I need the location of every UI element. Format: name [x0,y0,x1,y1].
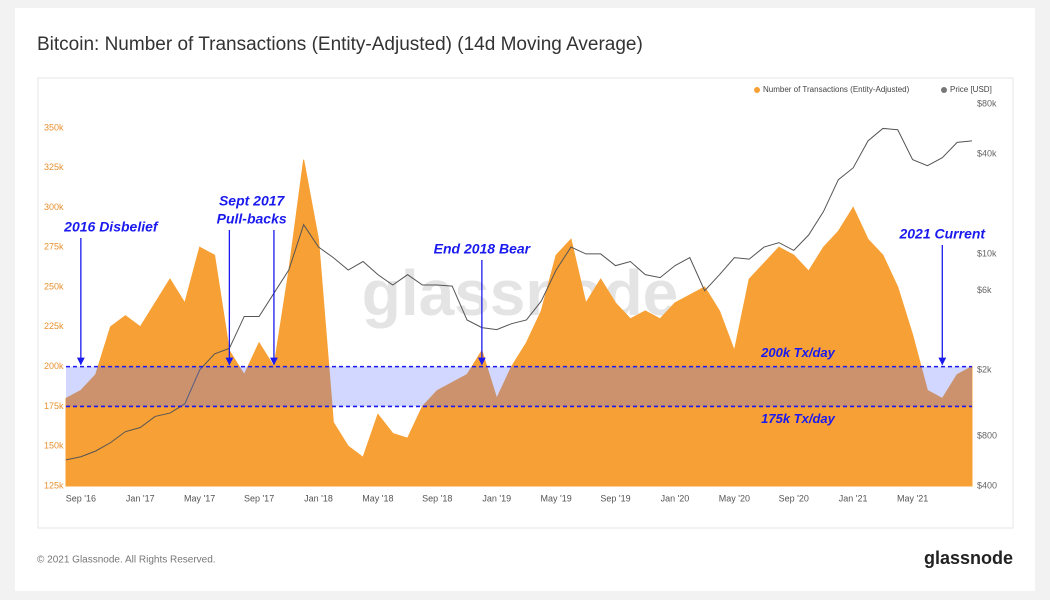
x-tick-label: Jan '21 [839,493,868,503]
y2-tick-label: $10k [977,248,997,258]
y-tick-label: 125k [44,480,64,490]
y-tick-label: 225k [44,321,64,331]
x-tick-label: May '21 [897,493,928,503]
x-tick-label: Sep '20 [779,493,809,503]
y-tick-label: 275k [44,242,64,252]
price-line [65,127,973,461]
x-tick-label: Sep '16 [66,493,96,503]
chart-title: Bitcoin: Number of Transactions (Entity-… [37,34,643,55]
x-tick-label: Sep '17 [244,493,274,503]
transactions-area [65,159,973,487]
legend-label: Number of Transactions (Entity-Adjusted) [763,85,910,94]
x-tick-label: Jan '20 [661,493,690,503]
chart-frame [37,77,1014,529]
y-tick-label: 150k [44,441,64,451]
y2-tick-label: $6k [977,285,992,295]
band-label: 175k Tx/day [761,411,835,426]
x-tick-label: Jan '17 [126,493,155,503]
x-tick-label: May '19 [541,493,572,503]
legend-marker [754,87,760,93]
logo: glassnode [924,548,1013,568]
y-tick-label: 250k [44,281,64,291]
y2-tick-label: $2k [977,364,992,374]
annotation: 2021 Current [898,226,986,242]
annotation: End 2018 Bear [434,241,532,257]
y2-tick-label: $800 [977,430,997,440]
footer: © 2021 Glassnode. All Rights Reserved. [37,555,216,566]
band-label: 200k Tx/day [760,345,835,360]
legend-label: Price [USD] [950,85,992,94]
annotation: Sept 2017 [219,193,286,209]
x-tick-label: Sep '19 [600,493,630,503]
legend-marker [941,87,947,93]
x-tick-label: Sep '18 [422,493,452,503]
x-tick-label: May '18 [362,493,393,503]
y2-tick-label: $80k [977,98,997,108]
band [66,366,972,407]
x-tick-label: Jan '19 [482,493,511,503]
y-tick-label: 325k [44,162,64,172]
annotation: 2016 Disbelief [63,219,159,235]
y-tick-label: 200k [44,361,64,371]
x-tick-label: May '17 [184,493,215,503]
x-tick-label: May '20 [719,493,750,503]
y2-tick-label: $400 [977,480,997,490]
y-tick-label: 175k [44,401,64,411]
y-tick-label: 300k [44,202,64,212]
annotation: Pull-backs [217,211,287,227]
y2-tick-label: $40k [977,148,997,158]
y-tick-label: 350k [44,122,64,132]
x-tick-label: Jan '18 [304,493,333,503]
